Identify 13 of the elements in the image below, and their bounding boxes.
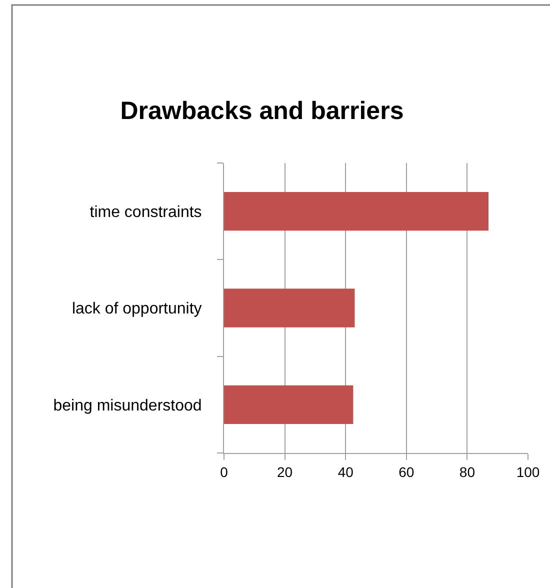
x-tick-label: 40 (338, 464, 354, 480)
x-tick-label: 100 (516, 464, 540, 480)
chart-title: Drawbacks and barriers (120, 96, 404, 125)
x-tick-label: 60 (398, 464, 414, 480)
x-tick-label: 80 (459, 464, 476, 480)
y-tick-label: time constraints (90, 204, 202, 221)
y-tick-label: being misunderstood (53, 397, 202, 414)
bar (224, 192, 488, 231)
bar (224, 288, 355, 328)
y-tick-label: lack of opportunity (72, 300, 202, 318)
bar (224, 385, 354, 424)
x-tick-label: 20 (277, 464, 293, 480)
x-tick-label: 0 (220, 464, 228, 480)
